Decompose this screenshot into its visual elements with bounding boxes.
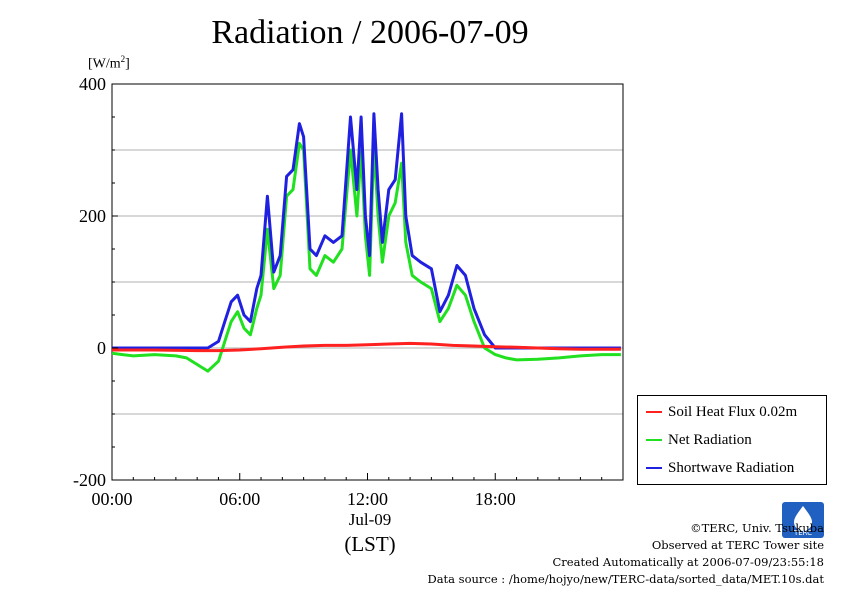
x-tick-label: 06:00: [219, 489, 260, 509]
x-axis-date-label: Jul-09: [348, 510, 392, 529]
legend-item-soil-heat-flux: Soil Heat Flux 0.02m: [646, 402, 797, 422]
series-group: [111, 112, 621, 373]
y-tick-label: 0: [97, 338, 106, 358]
legend-swatch-shortwave: [646, 467, 662, 469]
y-tick-label: 200: [79, 206, 106, 226]
legend: Soil Heat Flux 0.02m Net Radiation Short…: [637, 395, 827, 485]
credit-site: Observed at TERC Tower site: [651, 538, 824, 552]
credit-source: Data source : /home/hojyo/new/TERC-data/…: [427, 572, 824, 586]
y-axis-unit: [W/m2]: [88, 54, 130, 72]
credit-copyright: ©TERC, Univ. Tsukuba: [690, 521, 824, 535]
chart-title: Radiation / 2006-07-09: [211, 14, 529, 51]
y-tick-label: 400: [79, 74, 106, 94]
credit-created: Created Automatically at 2006-07-09/23:5…: [552, 555, 825, 569]
series-line-soil-heat-flux-0-02m: [112, 341, 621, 353]
x-axis-zone-label: (LST): [344, 532, 396, 556]
series-line-net-radiation: [111, 141, 621, 373]
legend-swatch-soil: [646, 411, 662, 413]
legend-label: Net Radiation: [668, 431, 752, 448]
legend-item-shortwave-radiation: Shortwave Radiation: [646, 458, 794, 478]
x-ticks: 00:00 06:00 12:00 18:00: [91, 473, 624, 509]
grid-lines: [112, 149, 623, 415]
x-tick-label: 12:00: [347, 489, 388, 509]
legend-swatch-net: [646, 439, 662, 441]
legend-item-net-radiation: Net Radiation: [646, 430, 752, 450]
y-tick-label: -200: [73, 470, 106, 490]
x-tick-label: 18:00: [475, 489, 516, 509]
x-tick-label: 00:00: [91, 489, 132, 509]
legend-label: Soil Heat Flux 0.02m: [668, 403, 798, 420]
logo-text: TERC: [793, 529, 812, 537]
legend-label: Shortwave Radiation: [668, 459, 795, 476]
terc-logo-icon: TERC: [782, 502, 824, 538]
series-line-shortwave-radiation: [112, 112, 621, 350]
y-ticks: 400 200 0 -200: [73, 74, 118, 490]
